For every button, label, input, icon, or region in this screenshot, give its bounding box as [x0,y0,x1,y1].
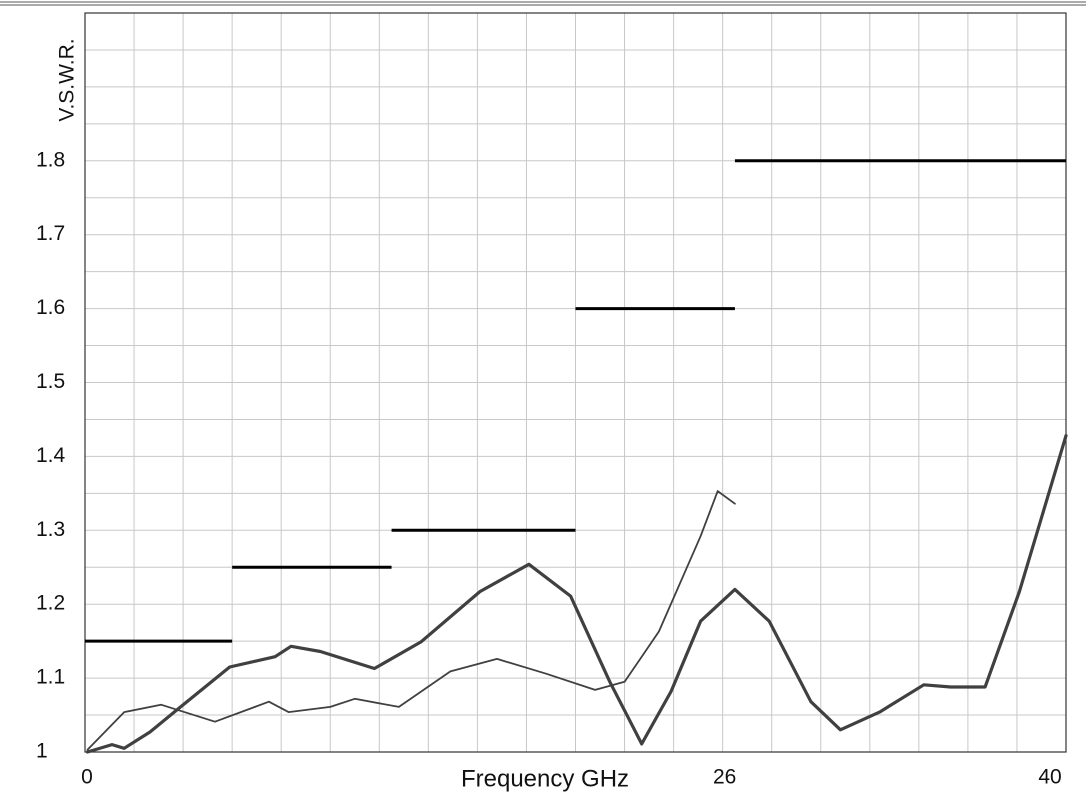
data-line [86,490,736,751]
y-tick-label: 1.4 [36,444,66,467]
y-tick-label: 1.2 [36,592,65,615]
y-tick-label: 1.3 [36,518,65,541]
x-axis-label: Frequency GHz [461,765,629,792]
y-axis-label: V.S.W.R. [56,38,79,121]
y-tick-label: 1.7 [36,222,65,245]
plot-frame [84,12,1067,753]
y-tick-label: 1.8 [36,148,65,171]
y-tick-label: 1.5 [36,370,65,393]
y-tick-label: 1 [36,740,48,763]
x-tick-label: 40 [1038,766,1061,789]
data-line [85,434,1068,754]
x-tick-label: 26 [713,766,736,789]
y-tick-label: 1.1 [36,666,65,689]
x-tick-label: 0 [81,766,93,789]
y-tick-label: 1.6 [36,296,65,319]
